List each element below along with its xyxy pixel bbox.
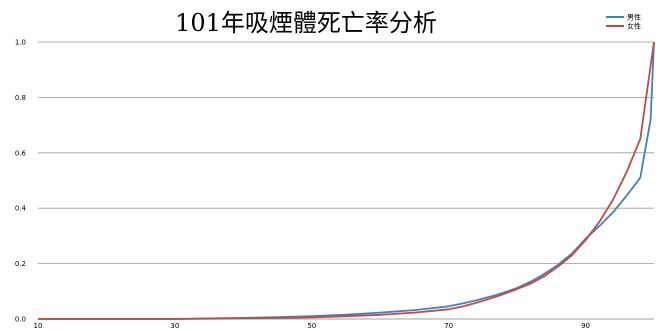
x-axis-ticks: 10 30 50 70 90: [34, 322, 590, 330]
legend-label: 男性: [627, 13, 641, 22]
series-line-female: [38, 41, 655, 320]
y-tick-label: 0.8: [15, 94, 26, 102]
y-tick-label: 0.6: [15, 149, 27, 157]
x-tick-label: 30: [170, 322, 179, 330]
y-axis-ticks: 0.0 0.2 0.4 0.6 0.8 1.0: [15, 39, 27, 324]
y-tick-label: 0.0: [15, 316, 26, 324]
legend-label: 女性: [627, 22, 641, 31]
y-tick-label: 1.0: [15, 39, 26, 47]
y-tick-label: 0.2: [15, 260, 26, 268]
series-line-male: [38, 41, 655, 320]
x-tick-label: 10: [34, 322, 43, 330]
x-tick-label: 90: [581, 322, 590, 330]
chart-title: 101年吸煙體死亡率分析: [175, 9, 437, 37]
series-group: [38, 41, 655, 320]
y-tick-label: 0.4: [15, 205, 27, 213]
grid: [38, 41, 654, 320]
x-tick-label: 50: [307, 322, 316, 330]
x-tick-label: 70: [444, 322, 453, 330]
